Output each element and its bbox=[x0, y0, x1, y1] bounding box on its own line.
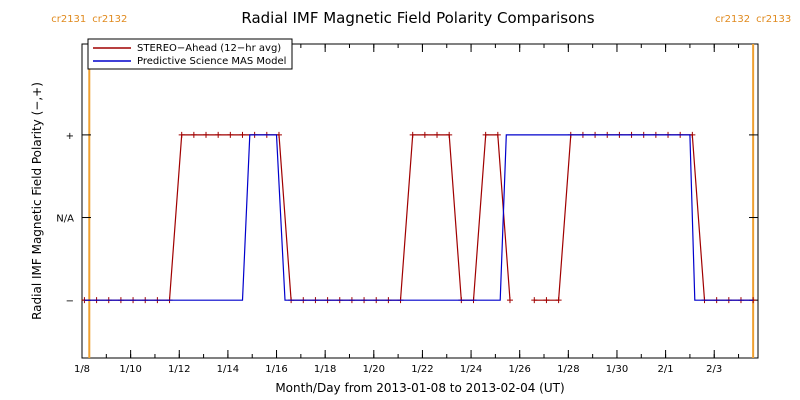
x-tick-label-12: 2/1 bbox=[658, 364, 674, 375]
y-axis-label: Radial IMF Magnetic Field Polarity (−,+) bbox=[30, 82, 44, 320]
x-tick-label-9: 1/26 bbox=[508, 364, 530, 375]
series-0-point bbox=[482, 131, 489, 138]
x-tick-label-1: 1/10 bbox=[119, 364, 141, 375]
y-tick-label-0: + bbox=[66, 131, 74, 142]
legend: STEREO−Ahead (12−hr avg) Predictive Scie… bbox=[87, 38, 293, 70]
series-0-point bbox=[227, 131, 234, 138]
y-tick-label-1: N/A bbox=[56, 214, 74, 225]
carrington-label-left-1: cr2132 bbox=[715, 14, 750, 25]
x-tick-label-4: 1/16 bbox=[265, 364, 287, 375]
series-0-point bbox=[555, 297, 562, 304]
series-0-point bbox=[421, 131, 428, 138]
legend-label-stereo: STEREO−Ahead (12−hr avg) bbox=[137, 43, 281, 54]
legend-box bbox=[87, 38, 293, 70]
x-axis-label: Month/Day from 2013-01-08 to 2013-02-04 … bbox=[275, 381, 564, 395]
series-0-point bbox=[239, 131, 246, 138]
series-0-point bbox=[446, 131, 453, 138]
chart-title: Radial IMF Magnetic Field Polarity Compa… bbox=[241, 9, 594, 27]
series-0-line-1 bbox=[534, 134, 754, 301]
carrington-label-left-0: cr2131 bbox=[51, 14, 86, 25]
series-0-point bbox=[203, 131, 210, 138]
series-1-line-0 bbox=[84, 134, 754, 301]
series-0-line-0 bbox=[84, 134, 511, 301]
series-0-point bbox=[494, 131, 501, 138]
carrington-label-right-1: cr2133 bbox=[756, 14, 791, 25]
carrington-markers: cr2131 cr2132 cr2132 cr2133 bbox=[51, 14, 791, 358]
x-tick-label-2: 1/12 bbox=[168, 364, 190, 375]
series-0-point bbox=[215, 131, 222, 138]
series-0-point bbox=[409, 131, 416, 138]
x-tick-label-13: 2/3 bbox=[706, 364, 722, 375]
series-0-point bbox=[531, 297, 538, 304]
axis-ticks: 1/8 1/10 1/12 1/14 1/16 1/18 1/20 1/22 1/24 1/26 1… bbox=[56, 44, 758, 375]
x-tick-label-11: 1/30 bbox=[606, 364, 628, 375]
x-tick-label-6: 1/20 bbox=[363, 364, 385, 375]
plot-frame bbox=[81, 43, 759, 359]
series-0-point bbox=[190, 131, 197, 138]
x-tick-label-8: 1/24 bbox=[460, 364, 482, 375]
x-tick-label-3: 1/14 bbox=[217, 364, 239, 375]
carrington-label-right-0: cr2132 bbox=[92, 14, 127, 25]
series-0-point bbox=[543, 297, 550, 304]
series-0-point bbox=[178, 131, 185, 138]
x-tick-label-7: 1/22 bbox=[411, 364, 433, 375]
legend-label-mas: Predictive Science MAS Model bbox=[137, 56, 286, 67]
x-tick-label-10: 1/28 bbox=[557, 364, 579, 375]
series-layer bbox=[81, 131, 757, 304]
series-0-point bbox=[434, 131, 441, 138]
series-0-point bbox=[506, 297, 513, 304]
x-tick-label-0: 1/8 bbox=[74, 364, 90, 375]
x-tick-label-5: 1/18 bbox=[314, 364, 336, 375]
y-tick-label-2: − bbox=[66, 296, 74, 307]
